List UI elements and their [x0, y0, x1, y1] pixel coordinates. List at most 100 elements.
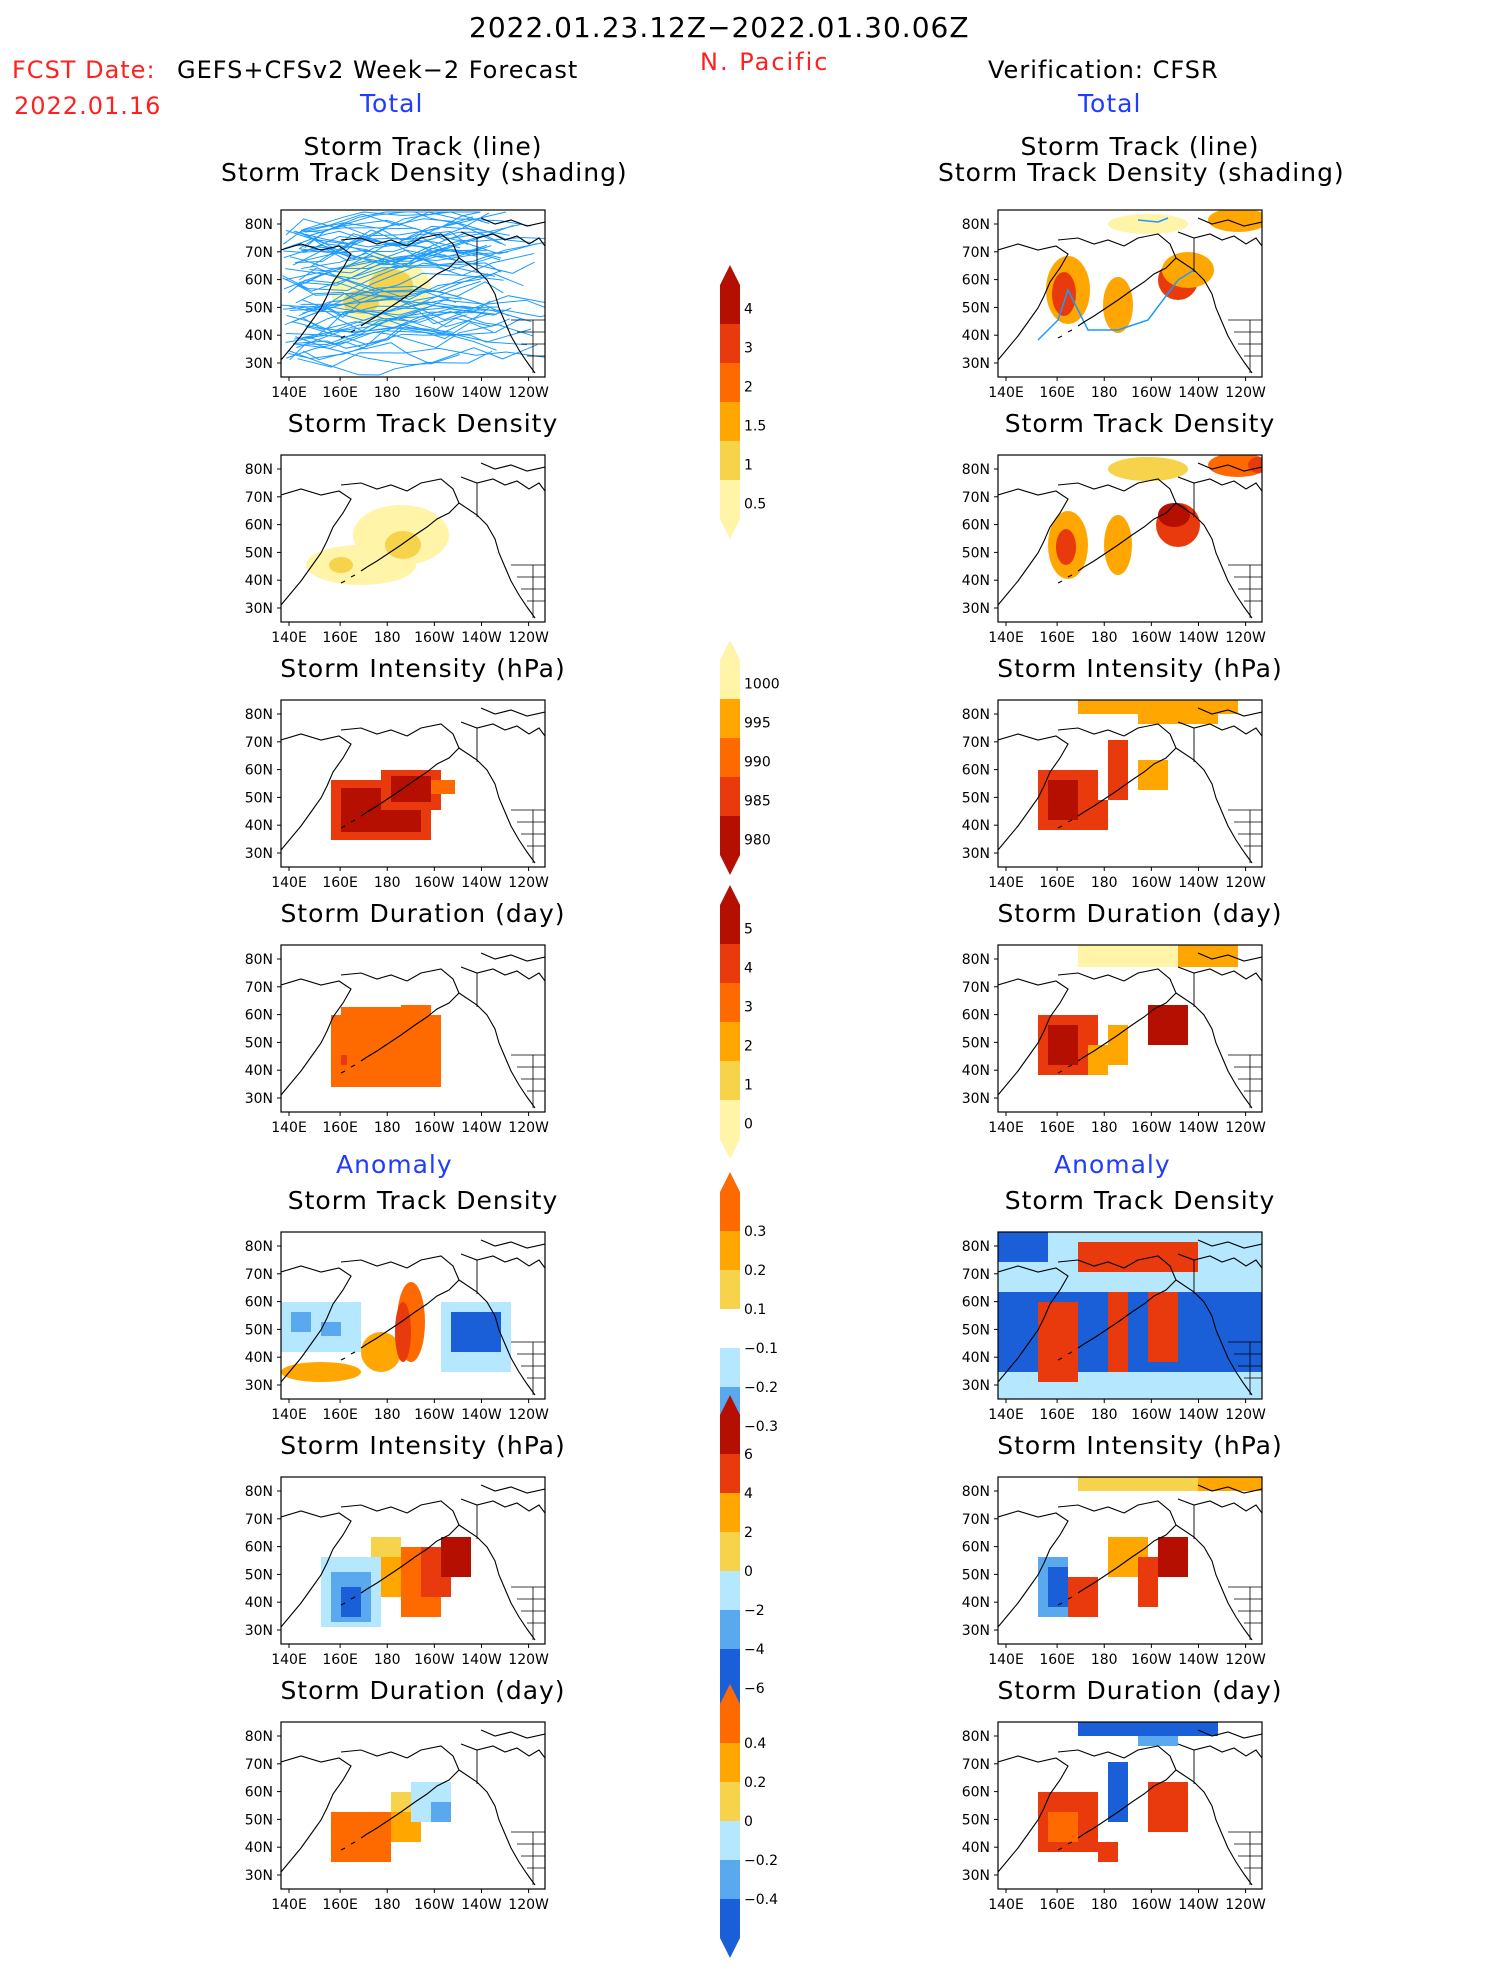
shading-cell: [1078, 1477, 1198, 1491]
map-svg: 140E 160E 180 160W 140W 120W 80N 70N 60N 50N 40N 30…: [962, 1231, 1266, 1423]
colorbar-intensity: 1000 995 990 985 980: [720, 640, 810, 899]
coastline-islands: [480, 462, 545, 472]
colorbar-swatch: [720, 1309, 740, 1348]
us-state-borders: [511, 1586, 545, 1640]
coastline-islands: [1197, 217, 1262, 227]
y-tick-label: 80N: [962, 1484, 990, 1500]
map-frame: [280, 944, 546, 1113]
fcst-date-label: FCST Date:: [12, 56, 156, 84]
storm-track-line: [289, 301, 499, 314]
us-state-borders: [1228, 319, 1262, 373]
shading-cell: [1138, 714, 1218, 724]
shading-cell: [1148, 1782, 1188, 1832]
y-tick-label: 60N: [245, 1008, 273, 1024]
shading-cell: [1178, 945, 1238, 967]
y-tick-label: 60N: [245, 1295, 273, 1311]
coastline-islands: [1197, 1239, 1262, 1249]
coastline-alaska: [1083, 1745, 1177, 1835]
aleutian-islands: [1057, 811, 1085, 829]
shading-cell: [341, 1055, 347, 1065]
shading-cell: [1138, 1557, 1158, 1607]
y-tick-label: 50N: [245, 790, 273, 806]
colorbar-swatch: [720, 1649, 740, 1688]
coastline-na-west: [458, 747, 536, 864]
us-state-borders: [511, 319, 545, 373]
storm-track-line: [300, 211, 531, 231]
x-tick-label: 160W: [414, 1652, 455, 1668]
colorbar-swatch: [720, 944, 740, 983]
map-panel-left-3: Storm Intensity (hPa) 140E 160E 180 160W 140W…: [221, 625, 625, 902]
y-tick-label: 30N: [962, 1378, 990, 1394]
y-tick-label: 50N: [962, 300, 990, 316]
colorbar-label: 0.3: [744, 1224, 766, 1240]
y-tick-label: 50N: [962, 545, 990, 561]
shading-cell: [331, 1015, 441, 1087]
shading-cell: [451, 1312, 501, 1352]
map-panel-right-6: Storm Intensity (hPa) 140E 160E 180 160W 140W…: [938, 1402, 1342, 1679]
colorbar-swatch: [720, 1061, 740, 1100]
y-tick-label: 60N: [245, 1785, 273, 1801]
x-tick-label: 120W: [1225, 1407, 1266, 1423]
coastline-canada-arctic: [1177, 721, 1262, 737]
coastline-siberia: [1057, 1749, 1125, 1759]
y-tick-label: 80N: [245, 707, 273, 723]
coastline-islands: [480, 1729, 545, 1739]
x-tick-label: 160W: [414, 1120, 455, 1136]
x-tick-label: 120W: [1225, 1897, 1266, 1913]
coastline-islands: [480, 1484, 545, 1494]
x-tick-label: 140E: [988, 1897, 1024, 1913]
shading-cell: [401, 1005, 431, 1025]
shading-cell: [431, 780, 455, 794]
coastline-asia: [998, 488, 1069, 606]
shading-blob: [369, 269, 413, 301]
colorbar-swatch: [720, 402, 740, 441]
y-tick-label: 70N: [245, 1512, 273, 1528]
coastline-siberia: [340, 972, 408, 982]
y-tick-label: 70N: [962, 735, 990, 751]
y-tick-label: 30N: [245, 1091, 273, 1107]
y-tick-label: 80N: [962, 217, 990, 233]
x-tick-label: 140E: [271, 385, 307, 401]
colorbar-label: 5: [744, 921, 753, 937]
y-tick-label: 50N: [245, 1812, 273, 1828]
y-tick-label: 80N: [245, 1729, 273, 1745]
shading-cell: [1048, 1812, 1078, 1842]
shading-blob: [395, 1302, 411, 1362]
storm-track-line: [294, 327, 497, 351]
coastline-canada-arctic: [1177, 966, 1262, 982]
section-anomaly-left: Anomaly: [336, 1150, 453, 1179]
colorbar-swatch: [720, 1821, 740, 1860]
colorbar-swatch: [720, 1532, 740, 1571]
storm-track-line: [302, 309, 545, 339]
storm-track-line: [288, 279, 497, 315]
colorbar-swatch: [720, 983, 740, 1022]
x-tick-label: 120W: [508, 1407, 549, 1423]
x-tick-label: 180: [374, 630, 401, 646]
shading-blob: [1108, 457, 1188, 481]
x-tick-label: 160E: [1039, 1407, 1075, 1423]
panel-title: Storm Track Density: [287, 409, 559, 438]
shading-cell: [441, 1537, 471, 1577]
coastline-na-west: [458, 1769, 536, 1886]
aleutian-islands: [340, 1588, 368, 1606]
panel-title: Storm Duration (day): [997, 899, 1283, 928]
map-svg: 140E 160E 180 160W 140W 120W 80N 70N 60N 50N 40N 30…: [245, 699, 549, 891]
y-tick-label: 30N: [245, 846, 273, 862]
colorbar-swatch: [720, 1454, 740, 1493]
colorbar-swatch: [720, 1270, 740, 1309]
panel-title: Storm Duration (day): [280, 899, 566, 928]
storm-track-line: [307, 219, 545, 242]
x-tick-label: 140W: [1178, 875, 1219, 891]
y-tick-label: 40N: [245, 1595, 273, 1611]
aleutian-islands: [1057, 1588, 1085, 1606]
x-tick-label: 160W: [1131, 875, 1172, 891]
coastline-siberia: [340, 237, 408, 247]
colorbar-swatch: [720, 738, 740, 777]
x-tick-label: 120W: [1225, 630, 1266, 646]
shading-cell: [1108, 1292, 1128, 1372]
storm-track-line: [305, 281, 504, 311]
x-tick-label: 120W: [508, 1897, 549, 1913]
x-tick-label: 120W: [1225, 385, 1266, 401]
storm-track-line: [299, 267, 502, 301]
colorbar-swatch: [720, 1743, 740, 1782]
